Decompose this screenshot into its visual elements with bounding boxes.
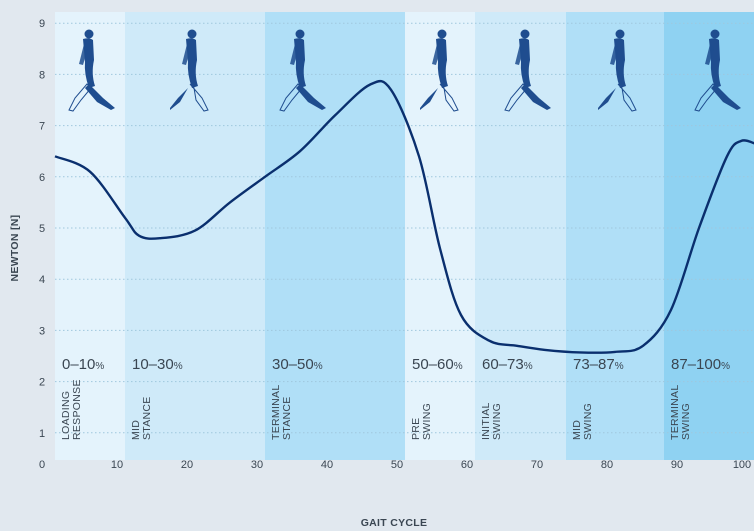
x-tick-label: 100 <box>733 459 751 471</box>
y-tick-labels: 1 2 3 4 5 6 7 8 9 <box>39 18 45 440</box>
phase-range-unit: % <box>95 361 104 372</box>
y-axis-label: NEWTON [N] <box>9 215 21 282</box>
x-tick-label: 70 <box>531 459 543 471</box>
x-tick-labels: 0 10 20 30 40 50 60 70 80 90 100 <box>39 459 751 471</box>
phase-name-line: LOADING <box>60 391 72 440</box>
phase-name-line: STANCE <box>141 396 153 440</box>
y-tick-label: 8 <box>39 69 45 81</box>
phase-name-line: SWING <box>421 403 433 440</box>
phase-band-4 <box>475 12 566 460</box>
phase-range-label: 30–50% <box>272 356 323 373</box>
x-tick-label: 60 <box>461 459 473 471</box>
phase-name-line: TERMINAL <box>270 385 282 441</box>
phase-range-unit: % <box>174 361 183 372</box>
x-axis-label: GAIT CYCLE <box>361 517 428 529</box>
y-tick-label: 5 <box>39 223 45 235</box>
phase-name-3: PRE SWING <box>410 403 433 440</box>
phase-range-label: 60–73% <box>482 356 533 373</box>
phase-name-labels: LOADING RESPONSE MID STANCE TERMINAL STANCE PR… <box>60 379 692 440</box>
phase-name-line: SWING <box>491 403 503 440</box>
phase-range-unit: % <box>615 361 624 372</box>
phase-range-label: 87–100% <box>671 356 730 373</box>
phase-band-2 <box>265 12 405 460</box>
phase-name-6: TERMINAL SWING <box>669 385 692 441</box>
y-tick-label: 4 <box>39 274 45 286</box>
x-tick-label: 50 <box>391 459 403 471</box>
phase-name-2: TERMINAL STANCE <box>270 385 293 441</box>
walking-figure-icon <box>279 29 326 112</box>
y-tick-label: 9 <box>39 18 45 30</box>
phase-range-label: 50–60% <box>412 356 463 373</box>
grid-lines <box>55 22 754 434</box>
y-tick-label: 1 <box>39 428 45 440</box>
walking-figure-icon <box>504 29 551 112</box>
phase-name-line: PRE <box>410 418 422 441</box>
x-tick-label: 40 <box>321 459 333 471</box>
walking-figure-icon <box>170 29 209 112</box>
phase-range-label: 73–87% <box>573 356 624 373</box>
walking-figure-icon <box>694 29 741 112</box>
phase-band-3 <box>405 12 475 460</box>
x-tick-label: 80 <box>601 459 613 471</box>
phase-name-line: TERMINAL <box>669 385 681 441</box>
y-tick-label: 3 <box>39 325 45 337</box>
phase-range-label: 0–10% <box>62 356 104 373</box>
x-tick-label: 30 <box>251 459 263 471</box>
y-tick-label: 6 <box>39 172 45 184</box>
y-tick-label: 7 <box>39 121 45 133</box>
x-tick-label: 20 <box>181 459 193 471</box>
force-curve <box>54 79 754 354</box>
phase-name-0: LOADING RESPONSE <box>60 379 83 440</box>
phase-range-unit: % <box>721 361 730 372</box>
phase-range-unit: % <box>454 361 463 372</box>
walking-figures <box>68 29 741 112</box>
walking-figure-icon <box>598 29 637 112</box>
phase-name-5: MID SWING <box>571 403 594 440</box>
phase-name-line: MID <box>130 420 142 440</box>
phase-name-1: MID STANCE <box>130 396 153 440</box>
phase-name-line: INITIAL <box>480 402 492 440</box>
phase-band-5 <box>566 12 664 460</box>
phase-name-line: SWING <box>680 403 692 440</box>
walking-figure-icon <box>68 29 115 112</box>
walking-figure-icon <box>420 29 459 112</box>
phase-name-line: RESPONSE <box>71 379 83 440</box>
phase-bands <box>55 12 754 460</box>
phase-name-line: MID <box>571 420 583 440</box>
phase-range-unit: % <box>314 361 323 372</box>
phase-band-6 <box>664 12 754 460</box>
y-tick-label: 2 <box>39 377 45 389</box>
x-tick-label: 10 <box>111 459 123 471</box>
x-tick-label: 90 <box>671 459 683 471</box>
phase-range-label: 10–30% <box>132 356 183 373</box>
phase-range-unit: % <box>524 361 533 372</box>
phase-name-4: INITIAL SWING <box>480 402 503 440</box>
phase-name-line: SWING <box>582 403 594 440</box>
phase-percent-labels: 0–10% 10–30% 30–50% 50–60% 60–73% 73–87% 87–10… <box>62 356 730 373</box>
x-tick-label: 0 <box>39 459 45 471</box>
phase-name-line: STANCE <box>281 396 293 440</box>
